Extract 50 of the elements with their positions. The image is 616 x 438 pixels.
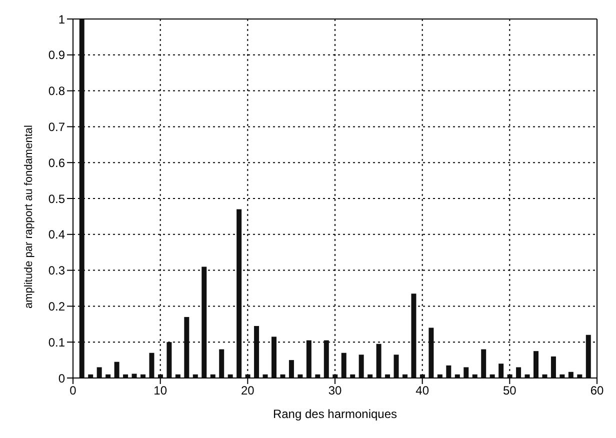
bar — [132, 374, 137, 378]
y-tick-label: 0.7 — [48, 120, 66, 134]
y-tick-label: 0.3 — [48, 264, 66, 278]
bar — [586, 334, 591, 378]
bar — [79, 19, 84, 378]
x-tick-label: 0 — [70, 384, 77, 398]
x-tick-label: 30 — [328, 384, 342, 398]
bar — [446, 365, 452, 378]
y-tick-label: 0.8 — [48, 84, 66, 98]
bar — [114, 362, 120, 378]
x-tick-label: 40 — [416, 384, 430, 398]
bar — [306, 340, 312, 378]
y-tick-label: 0.9 — [48, 48, 66, 62]
bar — [498, 364, 504, 378]
bar — [149, 352, 154, 378]
y-axis-title: amplitude par rapport au fondamental — [22, 125, 35, 308]
y-tick-label: 1 — [58, 12, 66, 26]
bar — [202, 266, 207, 378]
x-axis-title: Rang des harmoniques — [272, 407, 398, 421]
y-tick-label: 0.6 — [48, 156, 66, 170]
y-tick-label: 0.5 — [48, 192, 66, 206]
bar — [394, 354, 399, 378]
bar — [568, 372, 574, 378]
bar — [411, 294, 416, 378]
bar — [236, 209, 242, 378]
bar — [516, 367, 522, 378]
bar — [550, 356, 556, 378]
x-tick-label: 60 — [590, 384, 604, 398]
bar — [358, 354, 364, 378]
bar — [96, 367, 102, 378]
y-tick-label: 0.2 — [48, 299, 66, 314]
x-tick-label: 50 — [502, 384, 517, 398]
bar — [324, 340, 329, 378]
bar — [464, 367, 469, 378]
bar — [219, 349, 224, 378]
bar — [184, 316, 190, 378]
y-tick-label: 0 — [58, 371, 66, 386]
x-tick-label: 20 — [240, 384, 255, 398]
bar — [288, 360, 294, 378]
bar — [481, 349, 486, 378]
x-tick-label: 10 — [154, 384, 168, 398]
y-tick-label: 0.4 — [48, 228, 66, 242]
bar — [534, 351, 538, 378]
bar — [341, 352, 346, 378]
bar — [272, 336, 276, 378]
bar — [376, 344, 382, 378]
y-tick-label: 0.1 — [48, 335, 66, 350]
bar — [428, 328, 434, 378]
bar — [254, 326, 260, 378]
bar — [166, 342, 172, 378]
